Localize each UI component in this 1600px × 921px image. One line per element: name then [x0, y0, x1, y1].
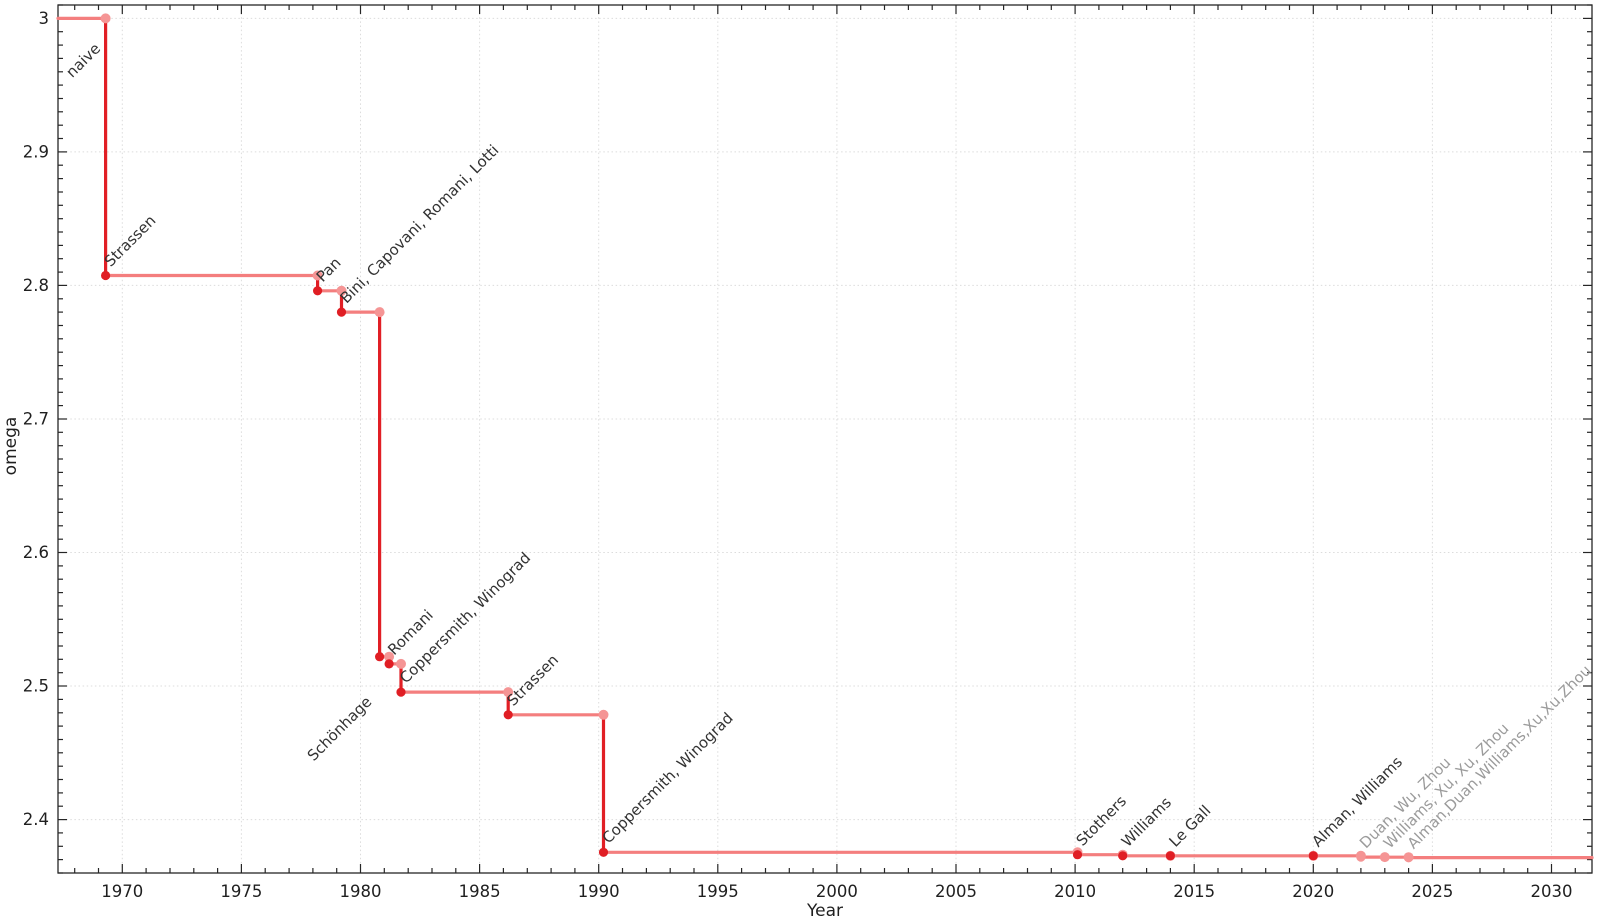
transition-dot: [384, 651, 395, 662]
point-label: Williams, Xu, Xu, Zhou: [1380, 719, 1513, 852]
discovery-dot: [336, 307, 347, 317]
x-axis-title: Year: [807, 901, 843, 921]
x-tick-label: 1975: [220, 882, 262, 901]
x-tick-label: 1990: [578, 882, 620, 901]
discovery-dot: [375, 652, 385, 662]
x-tick-label: 2020: [1292, 882, 1334, 901]
y-tick-label: 2.4: [23, 810, 49, 829]
discovery-dot: [1356, 852, 1366, 862]
point-label: Strassen: [101, 212, 160, 271]
discovery-dot: [598, 847, 609, 857]
y-tick-label: 2.6: [23, 543, 49, 562]
y-tick-label: 3: [39, 9, 50, 28]
transition-dot: [312, 270, 323, 281]
point-label: Bini, Capovani, Romani, Lotti: [337, 141, 503, 307]
x-tick-label: 1985: [459, 882, 501, 901]
transition-dot: [374, 307, 385, 318]
transition-dot: [336, 285, 347, 296]
point-label: Le Gall: [1166, 802, 1215, 851]
x-tick-label: 2025: [1411, 882, 1453, 901]
x-tick-label: 2030: [1531, 882, 1573, 901]
x-tick-label: 2015: [1173, 882, 1215, 901]
x-tick-label: 1995: [697, 882, 739, 901]
point-label: naive: [62, 40, 104, 82]
transition-dot: [396, 658, 406, 669]
discovery-dot: [1380, 852, 1390, 862]
discovery-dot: [503, 710, 513, 720]
x-tick-label: 2000: [816, 882, 858, 901]
y-axis-title: omega: [1, 416, 21, 476]
transition-dot: [598, 709, 609, 720]
x-tick-label: 1980: [340, 882, 382, 901]
point-label: Coppersmith, Winograd: [599, 709, 737, 847]
discovery-dot: [384, 659, 394, 669]
plot-frame: [57, 4, 1593, 874]
discovery-dot: [1308, 851, 1318, 861]
y-tick-label: 2.5: [23, 677, 49, 696]
discovery-dot: [396, 687, 406, 697]
y-tick-label: 2.7: [23, 410, 49, 429]
y-tick-label: 2.9: [23, 142, 49, 161]
point-label: Strassen: [503, 651, 562, 710]
transition-dot: [100, 13, 111, 24]
x-tick-label: 2010: [1054, 882, 1096, 901]
point-label: Schönhage: [304, 693, 376, 765]
y-tick-label: 2.8: [23, 276, 49, 295]
discovery-dot: [101, 270, 111, 281]
discovery-dot: [1118, 851, 1128, 861]
discovery-dot: [1165, 851, 1175, 861]
discovery-dot: [1404, 853, 1414, 863]
discovery-dot: [1072, 850, 1083, 860]
x-tick-label: 2005: [935, 882, 977, 901]
discovery-dot: [313, 286, 323, 296]
x-tick-label: 1970: [101, 882, 143, 901]
transition-dot: [503, 687, 514, 698]
